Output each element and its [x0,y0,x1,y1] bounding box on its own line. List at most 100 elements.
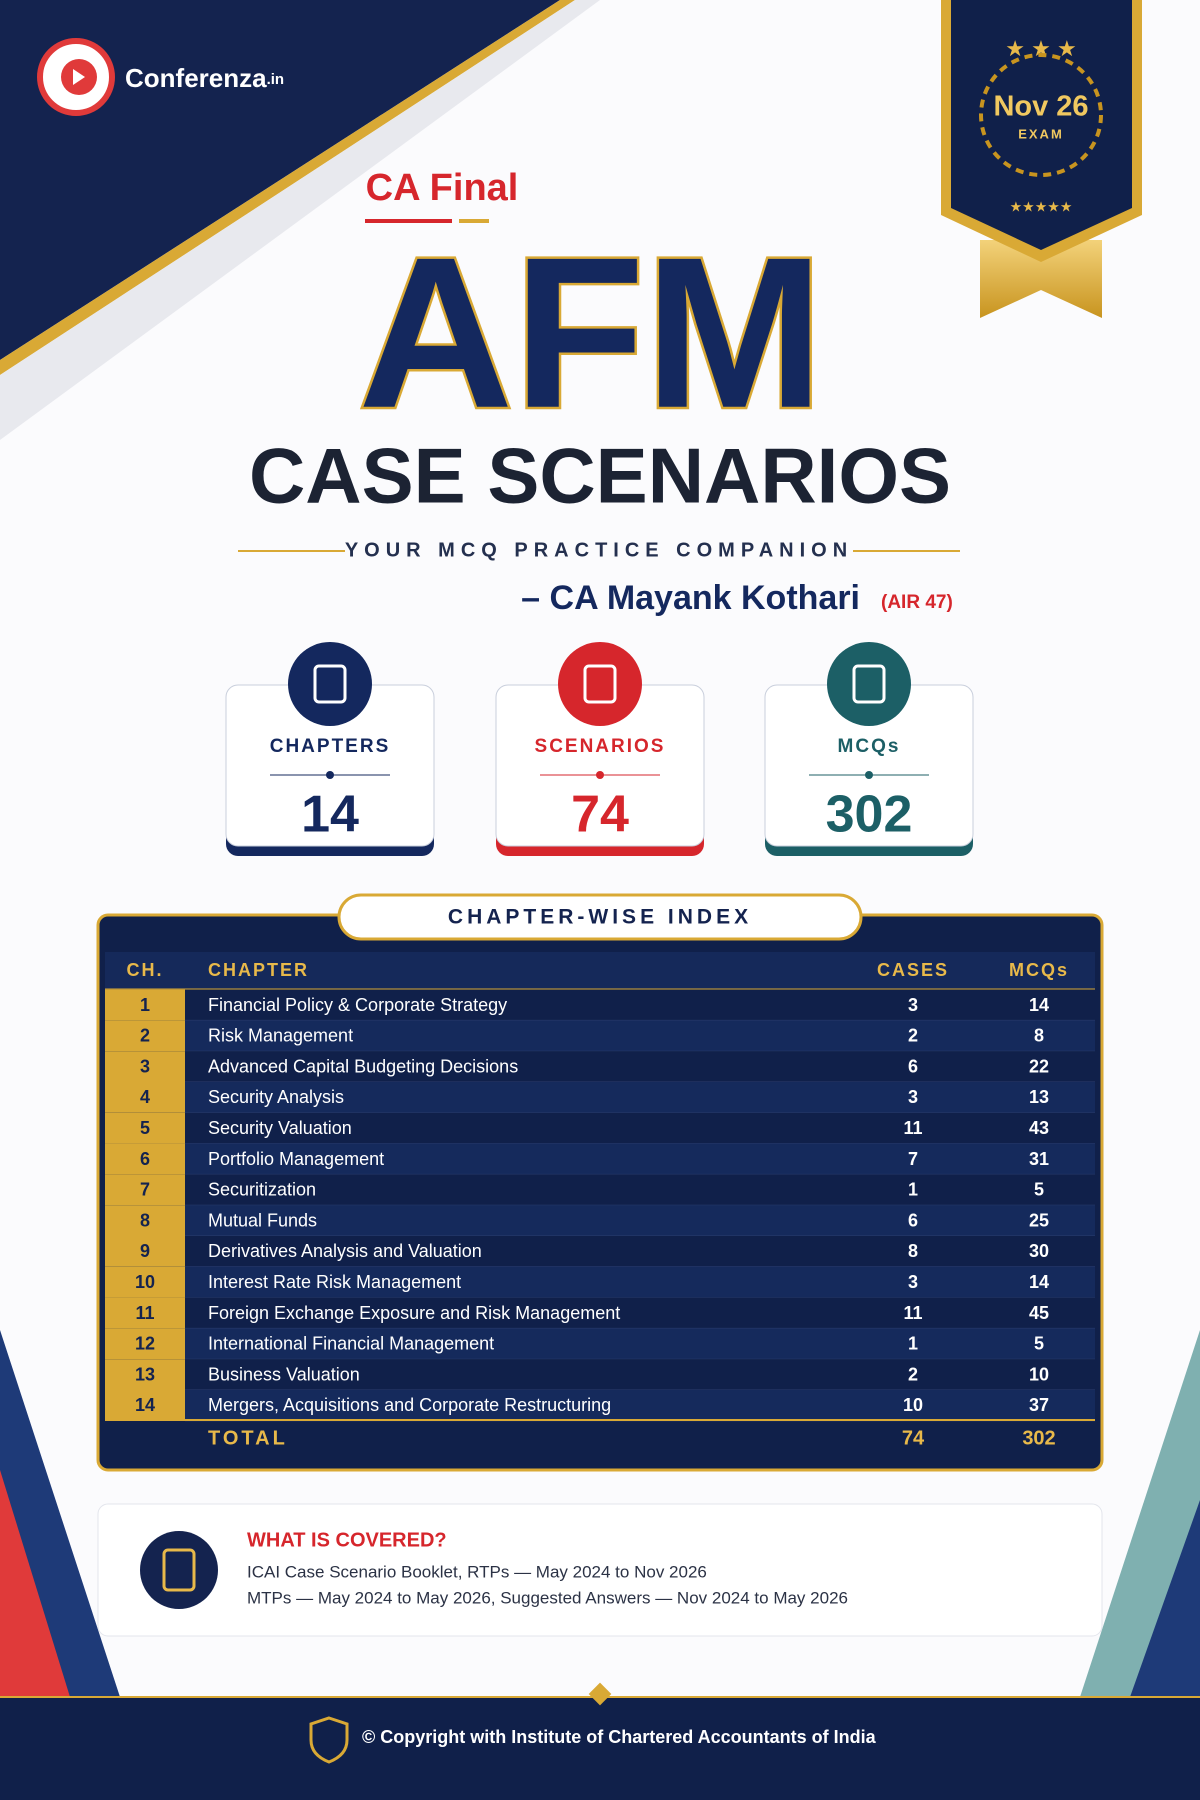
title: AFM [358,212,824,453]
stat-label: SCENARIOS [535,736,666,757]
table-row [105,1205,1095,1236]
svg-text:★ ★ ★: ★ ★ ★ [1005,36,1076,61]
stat-value: 14 [301,786,359,844]
chapter-name: Interest Rate Risk Management [208,1272,461,1292]
stat-dot [865,771,873,779]
ch-cell [105,1328,185,1360]
table-row [105,1297,1095,1329]
stat-label: MCQs [838,736,901,757]
chapter-name: Risk Management [208,1026,353,1046]
corner-shape [1130,1500,1200,1697]
table-cell: 3 [908,1087,918,1107]
chapter-name: Advanced Capital Budgeting Decisions [208,1056,518,1076]
table-row [105,1359,1095,1390]
stat-icon [288,642,372,726]
ch-cell [105,1297,185,1329]
table-cell: 3 [908,995,918,1015]
covered-icon [162,1548,196,1592]
table-row [105,1020,1095,1052]
badge-date: Nov 26 [993,91,1088,123]
total-mcqs: 302 [1022,1427,1055,1449]
table-row [105,1328,1095,1360]
ch-cell [105,1143,185,1175]
table-cell: 9 [140,1241,150,1261]
copyright: © Copyright with Institute of Chartered … [362,1727,877,1747]
chapter-name: Derivatives Analysis and Valuation [208,1241,482,1261]
table-cell: 13 [1029,1087,1049,1107]
table-cell: 5 [140,1118,150,1138]
chapter-name: Mergers, Acquisitions and Corporate Rest… [208,1395,611,1415]
chapter-name: Securitization [208,1180,316,1200]
table-row [105,1390,1095,1421]
table-cell: 3 [908,1272,918,1292]
index-title: CHAPTER-WISE INDEX [448,906,752,929]
ch-cell [105,1020,185,1052]
table-cell: 31 [1029,1149,1049,1169]
table-row [105,1143,1095,1175]
table-cell: 1 [908,1180,918,1200]
covered-icon [140,1531,218,1609]
ch-cell [105,1205,185,1236]
table-row [105,1174,1095,1206]
shield-icon [309,1716,349,1764]
table-cell: 7 [140,1180,150,1200]
table-cell: 13 [135,1364,155,1384]
table-cell: 10 [135,1272,155,1292]
table-cell: 8 [908,1241,918,1261]
table-cell: 5 [1034,1334,1044,1354]
footer [0,1697,1200,1800]
ch-cell [105,1112,185,1144]
total-label: TOTAL [208,1427,288,1449]
column-header: CHAPTER [208,960,309,980]
header-row [105,952,1095,989]
kicker: CA Final [366,167,519,209]
subtitle: CASE SCENARIOS [249,432,951,520]
logo [37,38,115,116]
table-cell: 11 [903,1303,922,1323]
table-cell: 2 [908,1364,918,1384]
chapter-name: Portfolio Management [208,1149,384,1169]
table-cell: 8 [140,1210,150,1230]
table-row [105,1082,1095,1113]
stat-icon-glyph [852,664,886,704]
table-cell: 6 [908,1210,918,1230]
chapter-name: Financial Policy & Corporate Strategy [208,995,507,1015]
ch-cell [105,1174,185,1206]
stat-dot [326,771,334,779]
stat-icon [558,642,642,726]
exam-badge: ★ ★ ★ ★★★★★ [941,0,1142,318]
ch-cell [105,1236,185,1267]
corner-shape [0,1470,70,1697]
ch-cell [105,1359,185,1390]
stat-dot [596,771,604,779]
table-cell: 10 [1029,1364,1049,1384]
stat-value: 74 [571,786,629,844]
table-cell: 4 [140,1087,150,1107]
chapter-name: Mutual Funds [208,1210,317,1230]
table-cell: 12 [135,1334,155,1354]
table-cell: 7 [908,1149,918,1169]
index-title-pill [337,893,863,941]
ch-cell [105,1266,185,1298]
covered-box [97,1503,1103,1637]
table-cell: 14 [1029,995,1049,1015]
table-cell: 14 [135,1395,155,1415]
table-cell: 6 [140,1149,150,1169]
corner-shade [0,0,600,440]
column-header: CASES [877,960,949,980]
stat-label: CHAPTERS [270,736,391,757]
table-cell: 5 [1034,1180,1044,1200]
stat-icon [827,642,911,726]
table-cell: 10 [903,1395,923,1415]
chapter-name: Security Valuation [208,1118,352,1138]
table-row [105,1236,1095,1267]
table-cell: 3 [140,1056,150,1076]
table-cell: 2 [140,1026,150,1046]
tagline: YOUR MCQ PRACTICE COMPANION [345,539,853,561]
chapter-name: Foreign Exchange Exposure and Risk Manag… [208,1303,620,1323]
total-cases: 74 [902,1427,925,1449]
table-cell: 2 [908,1026,918,1046]
table-cell: 11 [135,1303,154,1323]
ch-cell [105,1390,185,1421]
